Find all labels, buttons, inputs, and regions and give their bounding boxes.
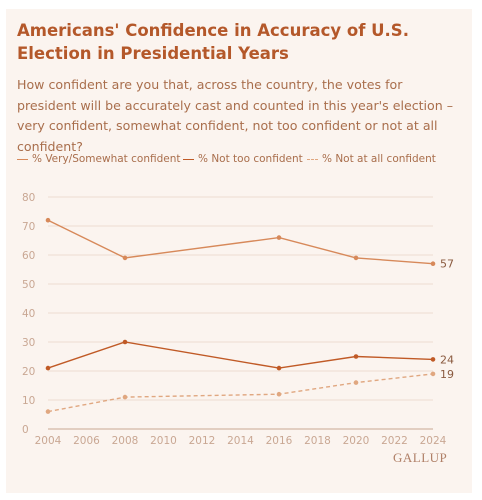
chart-title: Americans' Confidence in Accuracy of U.S… <box>17 21 409 63</box>
y-tick-label-20: 20 <box>22 366 35 378</box>
series-line-not-too <box>47 341 434 369</box>
x-tick-label-2018: 2018 <box>304 435 331 447</box>
legend-label-not-at-all: % Not at all confident <box>322 153 436 165</box>
y-tick-label-50: 50 <box>22 279 35 291</box>
data-point-very-somewhat-2024 <box>430 261 436 267</box>
y-tick-label-40: 40 <box>22 308 35 320</box>
x-tick-label-2010: 2010 <box>150 435 177 447</box>
y-tick-label-60: 60 <box>22 250 35 262</box>
data-point-very-somewhat-2004 <box>45 217 51 223</box>
chart-card <box>6 9 472 493</box>
data-point-not-too-2016 <box>276 365 282 371</box>
y-tick-label-80: 80 <box>22 192 35 204</box>
data-point-not-too-2024 <box>430 357 436 362</box>
y-tick-label-10: 10 <box>22 395 35 407</box>
gallup-logo: GALLUP <box>393 450 448 465</box>
x-tick-label-2016: 2016 <box>266 435 293 447</box>
data-point-not-too-2020 <box>353 354 359 359</box>
y-tick-label-30: 30 <box>22 337 35 349</box>
legend: % Very/Somewhat confident % Not too conf… <box>17 153 462 169</box>
legend-item-not-at-all: % Not at all confident <box>307 153 436 165</box>
legend-swatch-not-at-all <box>307 158 318 160</box>
end-label-not-too: 24 <box>440 353 454 366</box>
data-point-very-somewhat-2020 <box>353 255 359 261</box>
legend-label-not-too: % Not too confident <box>198 153 303 165</box>
legend-item-not-too: % Not too confident <box>183 153 303 165</box>
x-tick-label-2006: 2006 <box>73 435 100 447</box>
series-line-not-at-all <box>47 373 434 413</box>
data-point-not-at-all-2004 <box>45 409 51 414</box>
x-tick-label-2004: 2004 <box>35 435 62 447</box>
legend-item-very-somewhat: % Very/Somewhat confident <box>17 153 180 165</box>
x-tick-label-2024: 2024 <box>420 435 447 447</box>
x-tick-label-2012: 2012 <box>189 435 216 447</box>
end-label-not-at-all: 19 <box>440 368 454 381</box>
data-point-not-too-2004 <box>45 365 51 371</box>
data-point-not-at-all-2024 <box>430 371 436 377</box>
data-point-very-somewhat-2016 <box>276 235 282 240</box>
legend-swatch-not-too <box>183 158 194 160</box>
y-tick-label-0: 0 <box>22 424 29 436</box>
legend-swatch-very-somewhat <box>17 158 28 160</box>
data-point-not-at-all-2016 <box>276 391 282 397</box>
end-label-very-somewhat: 57 <box>440 258 454 271</box>
x-tick-label-2014: 2014 <box>227 435 254 447</box>
data-point-not-at-all-2020 <box>353 380 359 385</box>
x-tick-label-2022: 2022 <box>381 435 408 447</box>
x-tick-label-2020: 2020 <box>343 435 370 447</box>
data-point-very-somewhat-2008 <box>122 255 128 261</box>
legend-label-very-somewhat: % Very/Somewhat confident <box>32 153 181 165</box>
chart-subtitle: How confident are you that, across the c… <box>17 77 454 154</box>
series-line-very-somewhat <box>47 219 434 265</box>
y-tick-label-70: 70 <box>22 221 35 233</box>
data-point-not-at-all-2008 <box>122 394 128 400</box>
x-tick-label-2008: 2008 <box>112 435 139 447</box>
data-point-not-too-2008 <box>122 339 128 345</box>
